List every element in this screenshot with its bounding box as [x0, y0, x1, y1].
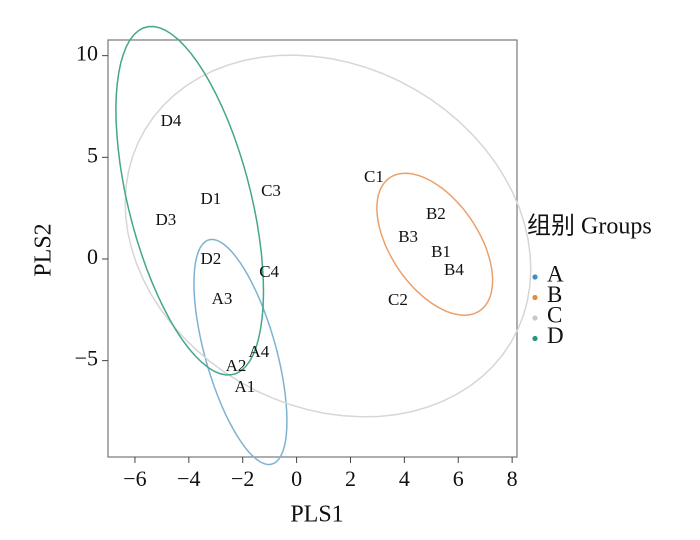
y-tick-label: 0 — [87, 244, 98, 269]
plot-frame — [107, 39, 518, 458]
point-label: B4 — [444, 260, 464, 279]
point-label: D1 — [201, 189, 222, 208]
point-label: C3 — [261, 181, 281, 200]
x-tick-label: 8 — [507, 466, 518, 491]
x-tick-label: 6 — [453, 466, 464, 491]
point-label: D4 — [161, 111, 182, 130]
x-tick-label: −4 — [177, 466, 200, 491]
x-tick-label: −2 — [231, 466, 254, 491]
x-tick-label: −6 — [123, 466, 146, 491]
y-tick-label: −5 — [75, 346, 98, 371]
legend-label: D — [547, 323, 564, 348]
x-axis-label: PLS1 — [290, 502, 343, 528]
y-tick-label: 10 — [76, 41, 98, 66]
point-label: B3 — [398, 227, 418, 246]
x-tick-label: 4 — [399, 466, 410, 491]
legend-label: B — [547, 282, 562, 307]
x-tick-label: 0 — [291, 466, 302, 491]
legend-marker — [532, 335, 538, 342]
point-label: A2 — [226, 356, 247, 375]
x-tick-label: 2 — [345, 466, 356, 491]
legend-label: C — [547, 302, 562, 327]
legend-marker — [532, 315, 538, 321]
y-axis-label: PLS2 — [31, 223, 57, 276]
legend-title: 组别 Groups — [527, 213, 652, 240]
y-tick-label: 5 — [87, 142, 98, 167]
point-label: C2 — [388, 290, 408, 309]
point-label: C4 — [259, 262, 279, 281]
point-label: A3 — [212, 289, 233, 308]
legend-label: A — [547, 261, 564, 286]
point-label: C1 — [364, 167, 384, 186]
legend-marker — [532, 294, 538, 301]
confidence-ellipse — [115, 25, 265, 376]
point-label: D3 — [156, 210, 177, 229]
confidence-ellipse — [193, 238, 288, 466]
point-label: B2 — [426, 204, 446, 223]
point-label: B1 — [431, 242, 451, 261]
confidence-ellipse — [376, 172, 494, 316]
point-label: A1 — [234, 377, 255, 396]
point-label: A4 — [248, 342, 269, 361]
confidence-ellipse — [124, 54, 532, 418]
point-label: D2 — [201, 249, 222, 268]
legend-marker — [532, 274, 538, 280]
